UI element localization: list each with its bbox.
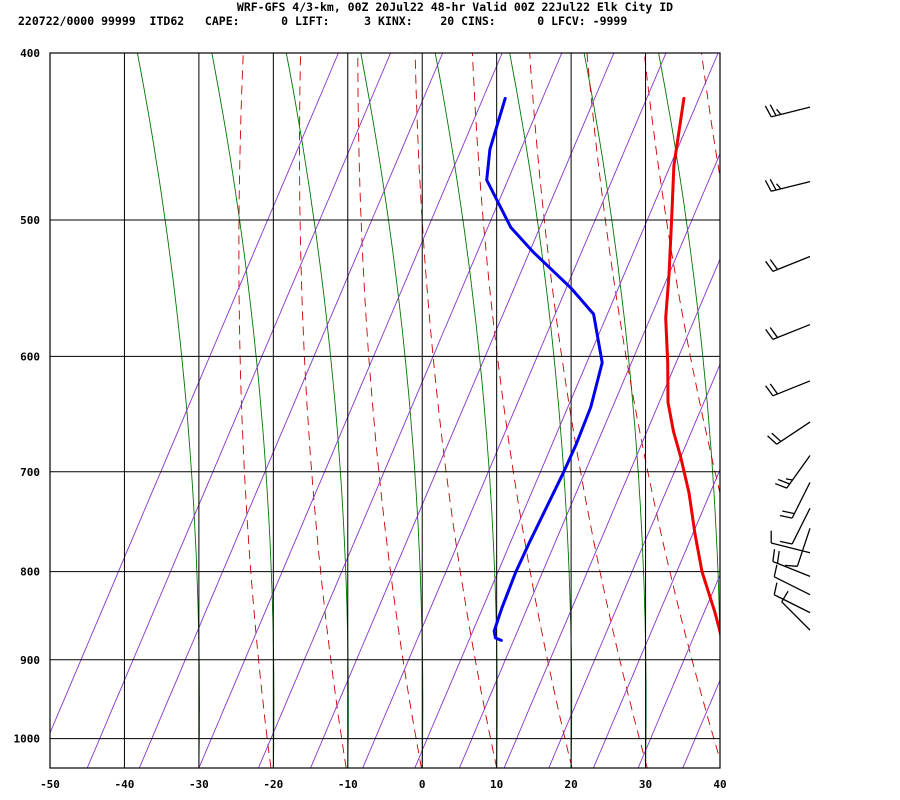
y-tick-label: 900: [20, 654, 40, 667]
temperature-profile: [664, 96, 720, 638]
mixing-ratio-line-8: [414, 53, 719, 768]
y-tick-label: 800: [20, 566, 40, 579]
dry-adiabat-5: [471, 53, 573, 768]
mixing-ratio-line-12: [592, 468, 720, 768]
wind-barb: [765, 380, 811, 397]
moist-adiabat-9: [733, 53, 795, 768]
dry-adiabat-8: [643, 53, 720, 496]
mixing-ratio-lines: [50, 53, 900, 768]
x-tick-label: 20: [564, 778, 577, 791]
x-tick-label: 30: [639, 778, 652, 791]
mixing-ratio-line-7: [362, 53, 667, 768]
x-tick-label: 0: [419, 778, 426, 791]
mixing-ratio-line-1: [50, 53, 339, 735]
wind-barb: [779, 507, 811, 545]
moist-adiabat-1: [136, 53, 200, 768]
x-tick-label: 40: [713, 778, 726, 791]
mixing-ratio-line-11: [548, 363, 720, 768]
moist-adiabat-10: [807, 53, 869, 768]
y-tick-label: 400: [20, 47, 40, 60]
y-tick-label: 700: [20, 466, 40, 479]
dry-adiabat-4: [414, 53, 498, 768]
mixing-ratio-line-4: [198, 53, 503, 768]
wind-barb: [772, 549, 811, 577]
wind-barb: [784, 528, 811, 567]
wind-barb: [764, 178, 811, 192]
wind-barb: [767, 421, 811, 445]
mixing-ratio-line-13: [637, 573, 720, 768]
wind-barb: [765, 323, 811, 341]
mixing-ratio-line-14: [682, 679, 720, 768]
wind-barb: [781, 590, 811, 631]
dry-adiabat-2: [299, 53, 347, 768]
wind-barbs: [764, 104, 811, 631]
mixing-ratio-line-2: [86, 53, 392, 768]
x-tick-label: -40: [115, 778, 135, 791]
moist-adiabat-5: [434, 53, 498, 768]
mixing-ratio-line-15: [727, 53, 900, 768]
wind-barb: [779, 482, 811, 519]
dry-adiabat-12: [873, 53, 900, 768]
x-tick-label: -30: [189, 778, 209, 791]
wind-barb: [775, 455, 811, 489]
mixing-ratio-line-9: [458, 152, 720, 768]
plot-border: [49, 52, 721, 769]
mixing-ratio-line-6: [310, 53, 615, 768]
dry-adiabat-6: [529, 53, 648, 768]
x-tick-label: -10: [338, 778, 358, 791]
moist-adiabat-3: [285, 53, 349, 768]
mixing-ratio-line-3: [138, 53, 444, 768]
dry-adiabat-1: [238, 53, 272, 768]
dry-adiabat-3: [357, 53, 422, 768]
wind-barb: [765, 255, 811, 272]
dry-adiabat-11: [816, 53, 900, 768]
moist-adiabat-8: [658, 53, 720, 768]
grid-lines: [50, 53, 720, 768]
sounding-indices: 220722/0000 99999 ITD62 CAPE: 0 LIFT: 3 …: [18, 14, 628, 28]
y-tick-label: 1000: [14, 733, 41, 746]
sounding-profiles: [485, 96, 720, 642]
mixing-ratio-line-10: [503, 258, 720, 768]
dry-adiabat-9: [701, 53, 720, 180]
y-tick-label: 600: [20, 350, 40, 363]
mixing-ratio-line-5: [257, 53, 563, 768]
wind-barb: [764, 104, 811, 118]
moist-adiabat-6: [509, 53, 573, 768]
wind-barb: [773, 582, 811, 614]
wind-barb: [773, 564, 811, 596]
tick-labels: -50 -40 -30 -20 -10 0 10 20 30 40 400 500 600 700 800 9…: [14, 47, 727, 791]
dry-adiabats: [238, 53, 900, 768]
x-tick-label: -20: [263, 778, 283, 791]
dewpoint-profile: [485, 96, 604, 642]
plot-frame: [49, 52, 721, 769]
x-tick-label: 10: [490, 778, 503, 791]
moist-adiabats: [136, 53, 900, 768]
moist-adiabat-4: [360, 53, 424, 768]
chart-title: WRF-GFS 4/3-km, 00Z 20Jul22 48-hr Valid …: [236, 0, 674, 14]
moist-adiabat-2: [211, 53, 275, 768]
moist-adiabat-7: [583, 53, 647, 768]
dry-adiabat-10: [759, 53, 900, 768]
moist-adiabat-11: [882, 53, 900, 768]
dry-adiabat-7: [586, 53, 720, 762]
x-tick-label: -50: [40, 778, 60, 791]
y-tick-label: 500: [20, 214, 40, 227]
wind-barb: [770, 530, 811, 554]
